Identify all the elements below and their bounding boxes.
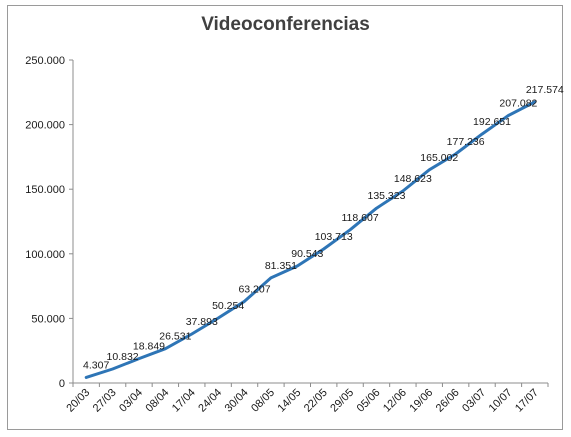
- axes: [72, 60, 548, 384]
- x-tick-label: 14/05: [275, 387, 303, 415]
- chart-title: Videoconferencias: [201, 14, 370, 35]
- x-tick-label: 10/07: [487, 387, 515, 415]
- x-tick-label: 08/05: [249, 387, 277, 415]
- data-label: 135.323: [367, 190, 405, 202]
- data-label: 207.082: [499, 97, 537, 109]
- data-label: 90.543: [291, 248, 323, 260]
- chart-frame: [7, 5, 563, 430]
- y-tick-label: 50.000: [31, 313, 65, 325]
- data-label: 63.207: [238, 283, 270, 295]
- data-label: 103.713: [315, 231, 353, 243]
- x-tick-label: 20/03: [64, 387, 92, 415]
- data-label: 148.623: [394, 173, 432, 185]
- series-line: [84, 100, 537, 379]
- data-label: 81.351: [265, 260, 297, 272]
- data-label: 118.607: [341, 212, 378, 224]
- data-label: 18.849: [133, 341, 165, 353]
- x-tick-label: 05/06: [355, 387, 383, 415]
- x-tick-label: 27/03: [91, 387, 119, 415]
- x-tick-label: 26/06: [434, 387, 462, 415]
- x-tick-label: 08/04: [144, 387, 172, 415]
- data-label: 192.651: [473, 116, 511, 128]
- y-tick-label: 100.000: [25, 249, 65, 261]
- x-tick-label: 03/07: [460, 387, 488, 415]
- data-label: 165.002: [420, 152, 458, 164]
- y-axis-ticks: 0 50.000 100.000 150.000 200.000 250.000: [25, 55, 73, 390]
- y-tick-label: 150.000: [25, 184, 65, 196]
- x-tick-label: 24/04: [196, 387, 224, 415]
- x-tick-label: 29/05: [328, 387, 356, 415]
- x-tick-label: 03/04: [117, 387, 145, 415]
- x-tick-label: 19/06: [407, 387, 435, 415]
- data-label: 37.893: [186, 316, 218, 328]
- x-tick-label: 30/04: [223, 387, 251, 415]
- x-axis-ticks: 20/0327/0303/0408/0417/0424/0430/0408/05…: [64, 383, 549, 415]
- x-tick-label: 22/05: [302, 387, 330, 415]
- data-label: 50.254: [212, 300, 244, 312]
- data-label: 26.531: [159, 331, 191, 343]
- x-tick-label: 12/06: [381, 387, 409, 415]
- y-tick-label: 0: [59, 378, 65, 390]
- data-label: 10.832: [107, 351, 139, 363]
- y-tick-label: 250.000: [25, 55, 65, 67]
- data-label: 177.236: [447, 136, 485, 148]
- series-group: [84, 100, 537, 379]
- x-tick-label: 17/04: [170, 387, 198, 415]
- data-label: 217.574: [526, 84, 564, 96]
- data-label: 4.307: [83, 359, 109, 371]
- y-tick-label: 200.000: [25, 120, 65, 132]
- x-tick-label: 17/07: [513, 387, 541, 415]
